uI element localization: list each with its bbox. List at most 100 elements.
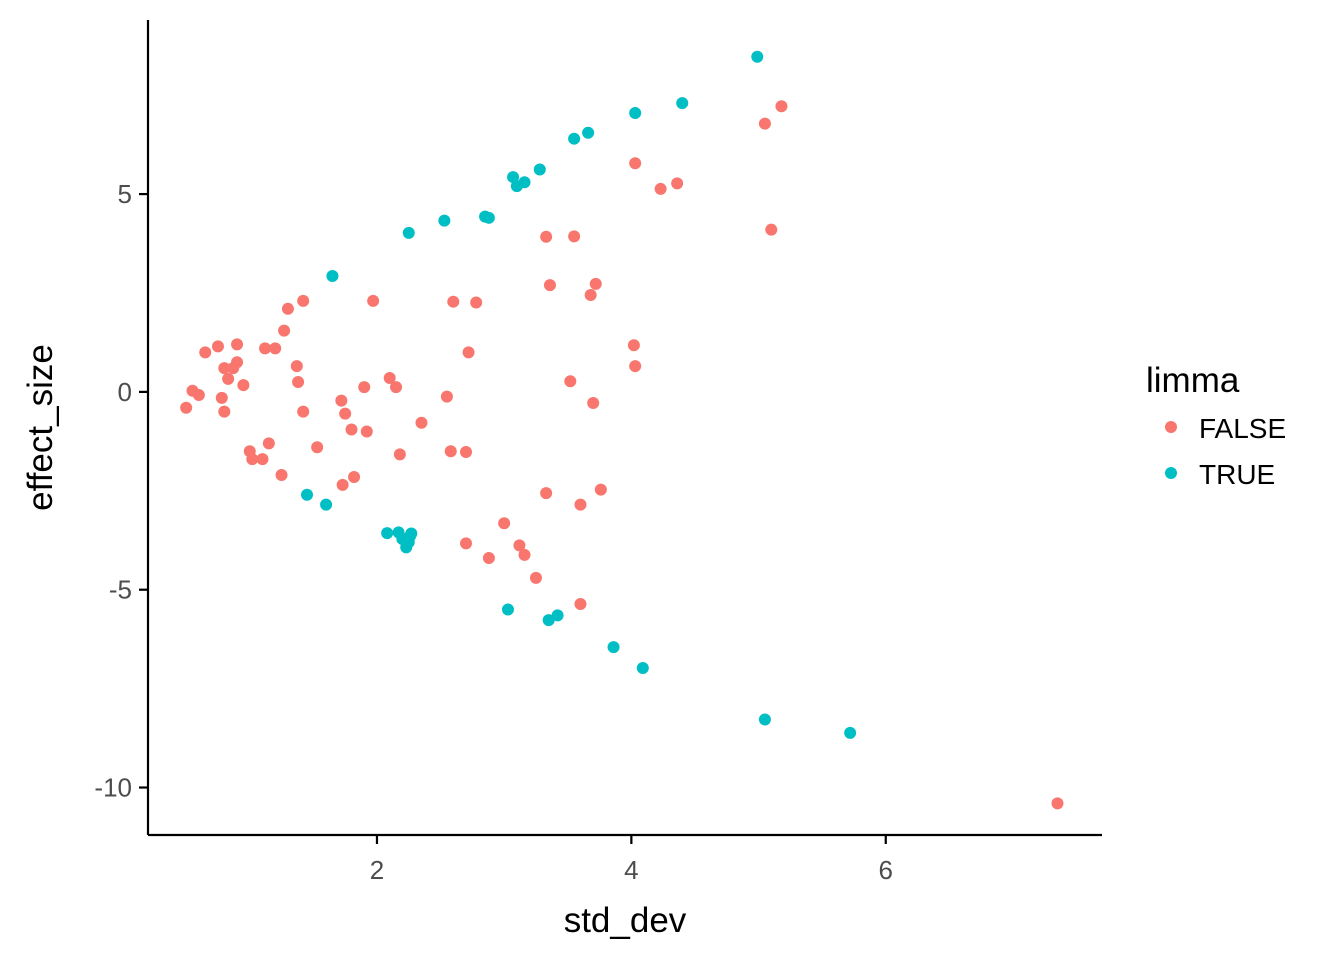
data-point-false bbox=[269, 342, 282, 355]
data-point-false bbox=[758, 117, 771, 130]
data-point-false bbox=[654, 182, 667, 195]
data-point-false bbox=[594, 483, 607, 496]
data-point-false bbox=[383, 372, 396, 385]
data-point-false bbox=[211, 340, 224, 353]
data-point-false bbox=[460, 446, 472, 459]
legend-label-true: TRUE bbox=[1199, 459, 1275, 490]
data-point-false bbox=[513, 539, 526, 552]
data-point-true bbox=[507, 171, 520, 184]
data-point-true bbox=[636, 662, 649, 675]
data-point-false bbox=[218, 405, 231, 418]
data-point-false bbox=[231, 338, 244, 351]
data-point-false bbox=[584, 288, 597, 301]
data-point-false bbox=[345, 423, 358, 436]
data-point-false bbox=[290, 360, 303, 373]
data-point-false bbox=[281, 302, 294, 315]
data-point-false bbox=[587, 396, 600, 409]
data-point-false bbox=[462, 346, 475, 359]
y-tick-label: 0 bbox=[118, 377, 132, 407]
data-point-false bbox=[367, 294, 380, 307]
data-point-false bbox=[460, 537, 472, 550]
data-point-false bbox=[1051, 797, 1064, 810]
data-point-false bbox=[297, 405, 310, 418]
data-point-false bbox=[568, 230, 581, 243]
data-point-false bbox=[482, 552, 495, 565]
data-point-false bbox=[262, 437, 275, 450]
data-point-false bbox=[589, 277, 602, 290]
x-tick-label: 2 bbox=[370, 855, 384, 885]
data-point-true bbox=[629, 106, 642, 119]
data-point-false bbox=[518, 548, 531, 561]
data-point-true bbox=[582, 126, 595, 139]
data-point-false bbox=[470, 296, 483, 309]
data-point-true bbox=[326, 269, 339, 282]
axes bbox=[146, 20, 1102, 837]
y-tick-label: 5 bbox=[118, 179, 132, 209]
y-tick-label: -5 bbox=[109, 575, 132, 605]
data-point-false bbox=[574, 597, 587, 610]
data-point-false bbox=[447, 295, 460, 308]
data-point-true bbox=[533, 163, 546, 176]
data-point-false bbox=[336, 478, 349, 491]
data-point-false bbox=[765, 223, 778, 236]
data-point-false bbox=[199, 346, 212, 359]
data-point-false bbox=[215, 391, 228, 404]
data-point-false bbox=[231, 356, 244, 369]
data-point-false bbox=[360, 425, 373, 438]
data-point-true bbox=[758, 713, 771, 726]
data-point-false bbox=[543, 279, 556, 292]
data-point-true bbox=[568, 132, 581, 145]
data-point-false bbox=[246, 453, 259, 466]
data-point-false bbox=[339, 407, 352, 420]
data-point-true bbox=[542, 614, 555, 627]
data-point-false bbox=[390, 381, 403, 394]
y-tick-label: -10 bbox=[94, 773, 132, 803]
data-point-false bbox=[259, 342, 272, 355]
y-axis-title: effect_size bbox=[21, 344, 60, 511]
data-point-true bbox=[518, 176, 531, 189]
ticks: 2 4 6 5 0 -5 -10 bbox=[94, 179, 893, 885]
data-point-true bbox=[402, 226, 415, 239]
legend: limma FALSE TRUE bbox=[1146, 361, 1286, 490]
data-point-true bbox=[482, 211, 495, 224]
data-point-false bbox=[275, 468, 288, 481]
data-point-false bbox=[440, 390, 453, 403]
data-point-false bbox=[540, 230, 553, 243]
x-axis-title: std_dev bbox=[564, 901, 687, 940]
data-point-false bbox=[237, 379, 250, 392]
data-point-false bbox=[629, 157, 642, 170]
data-point-false bbox=[311, 441, 324, 454]
data-point-true bbox=[301, 488, 313, 501]
data-point-true bbox=[438, 214, 451, 227]
data-point-false bbox=[393, 448, 406, 461]
x-tick-label: 4 bbox=[624, 855, 638, 885]
data-point-true bbox=[320, 498, 333, 511]
data-point-false bbox=[297, 294, 310, 307]
data-point-false bbox=[180, 401, 193, 414]
data-point-false bbox=[222, 372, 235, 385]
data-point-false bbox=[415, 416, 428, 429]
data-point-false bbox=[498, 517, 511, 530]
legend-label-false: FALSE bbox=[1199, 413, 1286, 444]
data-point-true bbox=[676, 97, 689, 110]
data-point-true bbox=[844, 726, 857, 739]
data-point-false bbox=[292, 376, 305, 389]
data-point-false bbox=[192, 389, 205, 402]
data-point-false bbox=[564, 375, 577, 388]
data-point-false bbox=[444, 445, 457, 458]
data-point-true bbox=[381, 527, 394, 540]
data-point-false bbox=[256, 453, 269, 466]
data-point-false bbox=[627, 339, 640, 352]
data-point-true bbox=[607, 641, 620, 654]
data-point-false bbox=[629, 360, 642, 373]
data-point-false bbox=[540, 487, 553, 500]
data-point-true bbox=[501, 603, 514, 616]
data-point-false bbox=[335, 394, 348, 407]
data-point-false bbox=[574, 498, 587, 511]
data-point-false bbox=[775, 100, 788, 113]
data-point-false bbox=[218, 362, 231, 375]
data-point-false bbox=[671, 177, 684, 190]
legend-key-true bbox=[1165, 467, 1177, 479]
data-point-true bbox=[405, 527, 418, 540]
